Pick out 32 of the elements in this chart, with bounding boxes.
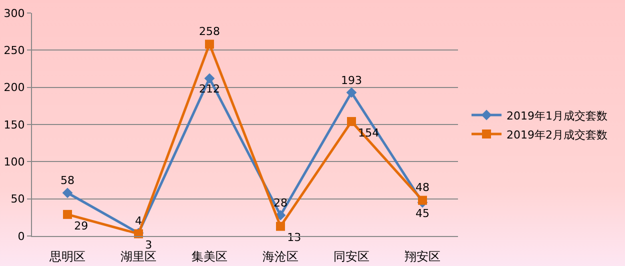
y-tick-label: 100 xyxy=(4,156,25,169)
point xyxy=(346,87,357,98)
data-label: 58 xyxy=(60,174,74,188)
x-tick-label: 翔安区 xyxy=(404,249,440,264)
data-label: 258 xyxy=(199,24,220,38)
x-tick-label: 集美区 xyxy=(192,249,228,264)
data-label: 4 xyxy=(135,214,142,228)
legend-label: 2019年1月成交套数 xyxy=(506,109,608,122)
y-tick-label: 300 xyxy=(4,6,25,20)
data-label: 193 xyxy=(341,74,362,87)
y-tick-label: 0 xyxy=(18,230,25,243)
data-label: 3 xyxy=(145,238,152,252)
point xyxy=(276,222,285,231)
legend-label: 2019年2月成交套数 xyxy=(506,128,608,142)
x-tick-label: 湖里区 xyxy=(120,249,156,264)
point xyxy=(63,210,72,219)
x-tick-label: 思明区 xyxy=(48,249,86,264)
y-tick-label: 50 xyxy=(10,192,25,206)
data-label: 48 xyxy=(416,180,430,194)
point xyxy=(275,210,286,220)
x-tick-label: 同安区 xyxy=(334,249,370,264)
data-label: 45 xyxy=(416,206,430,220)
point xyxy=(347,117,356,126)
point xyxy=(205,40,214,49)
y-tick-label: 200 xyxy=(4,81,25,94)
point xyxy=(418,196,427,205)
x-tick-label: 海沧区 xyxy=(262,249,298,264)
point xyxy=(204,73,215,84)
data-label: 29 xyxy=(74,219,88,232)
y-tick-label: 250 xyxy=(4,44,25,58)
point xyxy=(62,188,73,198)
y-tick-label: 150 xyxy=(4,118,25,132)
